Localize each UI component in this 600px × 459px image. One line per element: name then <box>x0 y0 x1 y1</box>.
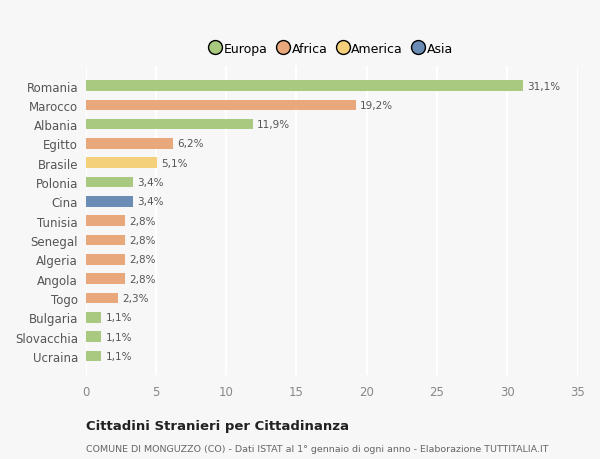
Text: 2,8%: 2,8% <box>129 216 156 226</box>
Text: 2,8%: 2,8% <box>129 255 156 265</box>
Bar <box>86 81 523 92</box>
Bar <box>86 235 125 246</box>
Bar <box>86 158 157 169</box>
Text: 1,1%: 1,1% <box>106 351 132 361</box>
Bar <box>86 293 118 303</box>
Text: 3,4%: 3,4% <box>137 197 164 207</box>
Bar <box>86 254 125 265</box>
Bar <box>86 274 125 285</box>
Text: Cittadini Stranieri per Cittadinanza: Cittadini Stranieri per Cittadinanza <box>86 419 349 432</box>
Text: 19,2%: 19,2% <box>360 101 393 111</box>
Text: 11,9%: 11,9% <box>257 120 290 130</box>
Bar <box>86 216 125 227</box>
Text: 2,8%: 2,8% <box>129 235 156 246</box>
Bar <box>86 139 173 150</box>
Text: COMUNE DI MONGUZZO (CO) - Dati ISTAT al 1° gennaio di ogni anno - Elaborazione T: COMUNE DI MONGUZZO (CO) - Dati ISTAT al … <box>86 444 548 453</box>
Bar <box>86 101 356 111</box>
Bar <box>86 177 133 188</box>
Text: 31,1%: 31,1% <box>527 81 560 91</box>
Text: 1,1%: 1,1% <box>106 332 132 342</box>
Text: 5,1%: 5,1% <box>161 158 188 168</box>
Bar <box>86 196 133 207</box>
Legend: Europa, Africa, America, Asia: Europa, Africa, America, Asia <box>210 42 453 56</box>
Text: 1,1%: 1,1% <box>106 313 132 323</box>
Bar <box>86 351 101 361</box>
Text: 2,8%: 2,8% <box>129 274 156 284</box>
Text: 2,3%: 2,3% <box>122 293 149 303</box>
Bar <box>86 120 253 130</box>
Text: 6,2%: 6,2% <box>177 139 203 149</box>
Bar <box>86 331 101 342</box>
Bar <box>86 312 101 323</box>
Text: 3,4%: 3,4% <box>137 178 164 188</box>
